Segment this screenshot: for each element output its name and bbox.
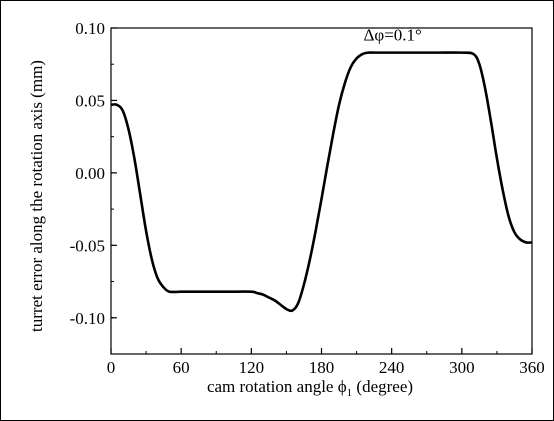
plot-frame — [110, 27, 533, 355]
x-tick-label: 240 — [379, 358, 405, 377]
y-axis-label: turret error along the rotation axis (mm… — [27, 60, 46, 332]
series-layer — [110, 51, 533, 313]
x-tick-label: 360 — [519, 358, 545, 377]
x-axis-label-main: cam rotation angle ϕ — [207, 377, 347, 396]
plot-axes: 0 60 120 180 240 300 360 -0.10 -0.05 0.00 0.05 0.10 — [70, 19, 545, 377]
x-axis-label: cam rotation angle ϕ1 (degree) — [207, 377, 413, 399]
y-tick-label: 0.00 — [75, 164, 105, 183]
y-tick-label: 0.05 — [75, 91, 105, 110]
y-tick-label: 0.10 — [75, 19, 105, 38]
y-tick-label: -0.10 — [70, 309, 105, 328]
x-tick-label: 180 — [309, 358, 335, 377]
x-axis-label-suffix: (degree) — [352, 377, 413, 396]
x-tick-label: 60 — [173, 358, 190, 377]
x-axis-label-subscript: 1 — [347, 387, 353, 399]
x-tick-label: 0 — [107, 358, 116, 377]
y-tick-label: -0.05 — [70, 236, 105, 255]
x-tick-label: 120 — [239, 358, 265, 377]
error-curve-line — [110, 51, 533, 313]
delta-phi-annotation: Δφ=0.1° — [363, 25, 421, 44]
x-tick-label: 300 — [449, 358, 475, 377]
